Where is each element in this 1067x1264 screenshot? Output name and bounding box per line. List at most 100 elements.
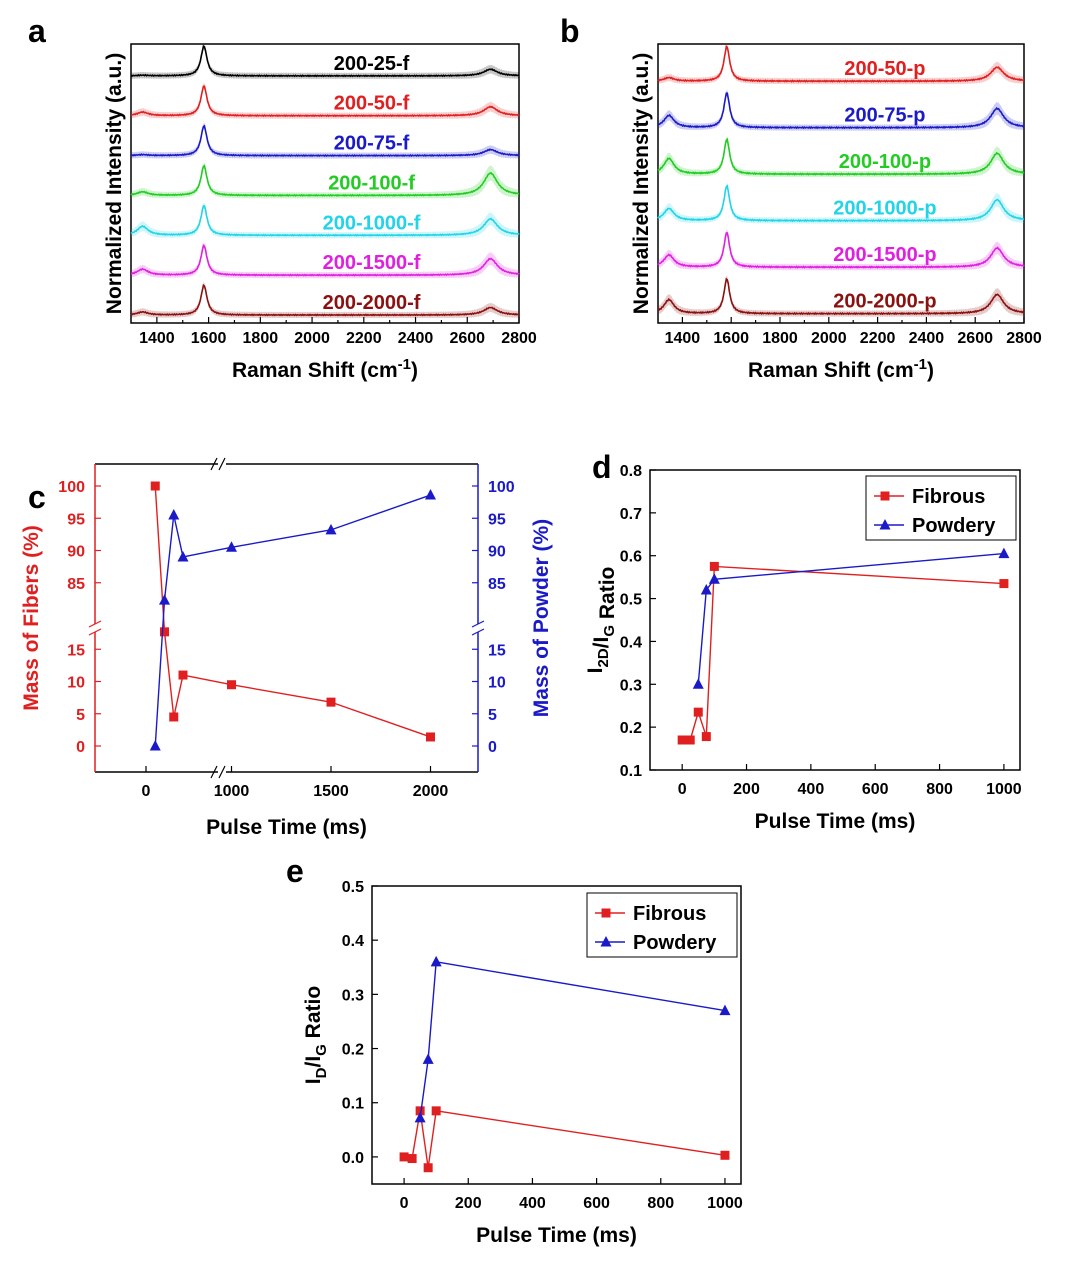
y-break-mark-left (88, 628, 102, 636)
y-tick-label: 0.3 (342, 987, 364, 1004)
x-break-mark (210, 457, 218, 471)
x-tick-label: 0 (142, 783, 151, 800)
x-tick-label: 2000 (294, 330, 330, 347)
y-tick-label: 0.4 (620, 634, 642, 651)
data-point-fibrous (399, 1152, 409, 1162)
y-tick-label: 0.1 (342, 1096, 364, 1113)
legend-label-powdery: Powdery (633, 932, 717, 954)
data-point-fibrous (677, 735, 687, 745)
x-tick-label: 2000 (811, 330, 847, 347)
spectrum-label: 200-100-f (328, 172, 415, 194)
data-point-fibrous (423, 1163, 433, 1173)
legend-marker-fibrous (880, 491, 890, 501)
data-point-fibrous (685, 735, 695, 745)
x-axis-label: Pulse Time (ms) (206, 816, 367, 839)
x-tick-label: 200 (733, 781, 760, 798)
spectrum-label: 200-1500-p (833, 244, 936, 266)
x-axis-label: Raman Shift (cm-1) (748, 356, 934, 382)
spectrum-line (130, 164, 520, 197)
spectrum-line (130, 124, 520, 158)
data-point-fibers (227, 680, 236, 690)
spectrum-line (130, 205, 520, 237)
data-point-fibrous (693, 707, 703, 717)
legend-marker-powdery (879, 519, 891, 530)
data-point-powder (168, 509, 180, 520)
x-tick-label: 1000 (707, 1195, 743, 1212)
spectrum-label: 200-1500-f (323, 252, 421, 274)
data-point-powdery (700, 584, 712, 595)
spectrum-label: 200-50-p (844, 58, 925, 80)
spectrum-line (657, 232, 1025, 269)
legend-box (586, 892, 738, 958)
data-point-fibers (160, 627, 169, 637)
spectrum-label: 200-1000-p (833, 198, 936, 220)
data-point-fibers (150, 481, 160, 491)
y-left-tick-label: 10 (67, 675, 85, 692)
x-tick-label: 0 (400, 1195, 409, 1212)
series-line-powdery (419, 961, 726, 1118)
x-tick-label: 2800 (1006, 330, 1042, 347)
x-break-mark (218, 765, 226, 779)
data-point-fibers (326, 697, 336, 707)
x-tick-label: 800 (647, 1195, 674, 1212)
panel-letter-b: b (560, 13, 580, 49)
y-right-tick-label: 15 (488, 642, 506, 659)
data-point-fibers (169, 712, 179, 722)
y-left-tick-label: 15 (67, 642, 85, 659)
x-axis-label: Pulse Time (ms) (476, 1224, 637, 1247)
panel-d-i2d-ig-chart: 0 200 400 600 800 1000 0.1 0.2 0.3 0.4 0.5 0.6 0.7 0.… (584, 463, 1022, 833)
legend-marker-powdery (600, 936, 612, 947)
y-tick-label: 0.3 (620, 677, 642, 694)
data-point-powdery (998, 547, 1010, 559)
y-tick-label: 0.1 (620, 763, 642, 780)
x-tick-label: 1400 (665, 330, 701, 347)
x-tick-label: 800 (926, 781, 953, 798)
plot-frame (649, 469, 1021, 771)
data-point-powdery (692, 678, 704, 689)
series-line-powdery (697, 552, 1004, 685)
x-tick-label: 2400 (909, 330, 945, 347)
data-point-fibrous (701, 732, 711, 742)
data-point-fibers (178, 670, 188, 680)
series-line-powder (154, 494, 431, 747)
spectrum-label: 200-100-p (839, 151, 931, 173)
spectrum-label: 200-50-f (334, 93, 410, 115)
spectrum-label: 200-75-p (844, 105, 925, 127)
x-tick-label: 400 (798, 781, 825, 798)
x-tick-label: 2200 (346, 330, 382, 347)
y-tick-label: 0.5 (620, 592, 642, 609)
y-left-tick-label: 90 (67, 544, 85, 561)
plot-frame (371, 885, 742, 1185)
spectrum-line (657, 184, 1025, 223)
legend-box (865, 475, 1017, 541)
x-axis-label: Pulse Time (ms) (755, 810, 916, 833)
y-break-mark-right (471, 628, 485, 636)
x-break-mark (210, 765, 218, 779)
data-point-powdery (430, 955, 442, 967)
series-line-fibers (154, 485, 431, 738)
x-tick-label: 0 (678, 781, 687, 798)
y-tick-label: 0.6 (620, 549, 642, 566)
plot-frame (657, 43, 1025, 324)
panel-letter-a: a (28, 13, 46, 49)
y-left-tick-label: 95 (67, 511, 85, 528)
y-axis-label: ID/IG Ratio (302, 986, 330, 1084)
y-left-tick-label: 100 (58, 479, 85, 496)
spectrum-label: 200-75-f (334, 133, 410, 155)
spectrum-line (657, 92, 1025, 130)
x-tick-label: 2200 (860, 330, 896, 347)
data-point-powder (159, 594, 170, 605)
spectrum-line (657, 277, 1025, 316)
data-point-powder (226, 541, 237, 552)
y-right-tick-label: 85 (488, 576, 506, 593)
y-left-tick-label: 85 (67, 576, 85, 593)
data-point-powder (149, 740, 161, 751)
series-line-fibrous (682, 565, 1004, 741)
y-break-mark-right (471, 620, 485, 628)
spectrum-line (657, 137, 1025, 176)
spectrum-line (130, 44, 520, 78)
panel-e-id-ig-chart: 0 200 400 600 800 1000 0.0 0.1 0.2 0.3 0.4 0.5 Pulse… (302, 879, 743, 1247)
x-tick-label: 2600 (449, 330, 485, 347)
y-right-tick-label: 10 (488, 675, 506, 692)
spectrum-line (657, 44, 1025, 83)
